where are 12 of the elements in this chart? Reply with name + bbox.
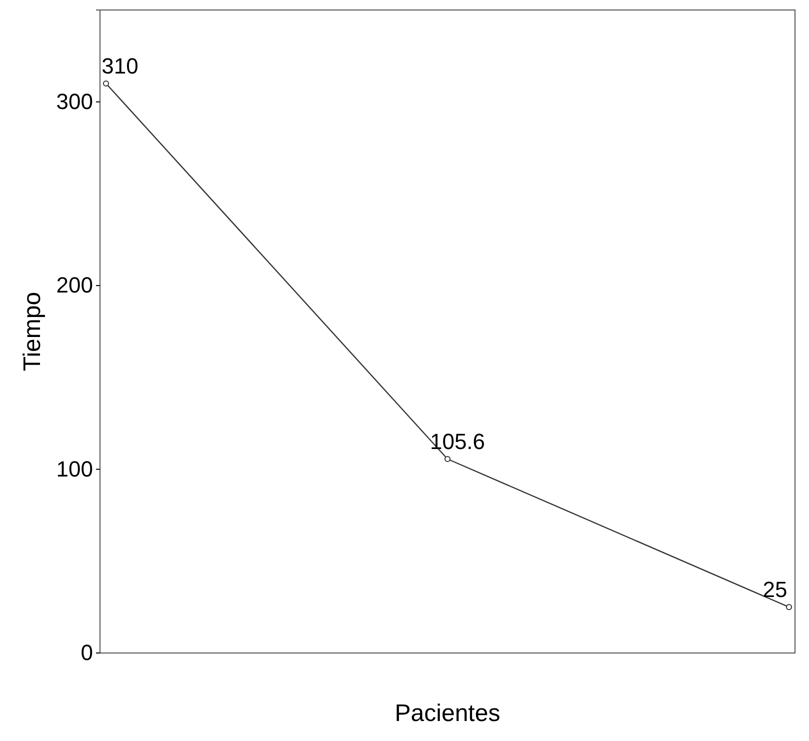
data-label: 105.6 (430, 429, 486, 454)
y-tick-label: 200 (56, 272, 93, 298)
y-tick-label: 0 (80, 640, 93, 666)
y-tick-label: 300 (56, 88, 93, 114)
y-axis-title: Tiempo (19, 292, 46, 372)
y-tick-label: 100 (56, 456, 93, 482)
point (444, 456, 451, 462)
data-label: 310 (102, 53, 138, 78)
point (786, 604, 792, 610)
data-label: 25 (762, 577, 788, 602)
point (102, 80, 110, 87)
x-axis-title: Pacientes (394, 700, 500, 727)
